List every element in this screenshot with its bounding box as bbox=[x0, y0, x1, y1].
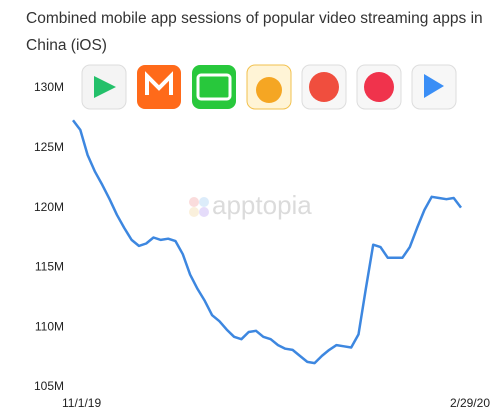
icon-shape bbox=[309, 72, 339, 102]
y-tick-label: 125M bbox=[34, 140, 64, 154]
y-tick-label: 115M bbox=[35, 260, 64, 274]
y-tick-label: 105M bbox=[34, 379, 64, 393]
series-line bbox=[72, 119, 462, 365]
chart-title-line: China (iOS) bbox=[26, 37, 107, 54]
icon-shape bbox=[256, 77, 282, 103]
icon-shape bbox=[94, 76, 116, 98]
app-icons bbox=[81, 64, 457, 110]
chart-title-line: Combined mobile app sessions of popular … bbox=[26, 10, 483, 27]
watermark-text: apptopia bbox=[212, 190, 312, 220]
y-tick-label: 130M bbox=[34, 80, 64, 94]
icon-shape bbox=[196, 73, 232, 101]
watermark-dot bbox=[189, 197, 199, 207]
watermark-dot bbox=[199, 207, 209, 217]
x-tick-label: 2/29/20 bbox=[450, 396, 490, 410]
watermark: apptopia bbox=[189, 190, 312, 220]
x-tick-label: 11/1/19 bbox=[62, 396, 101, 410]
y-tick-label: 110M bbox=[35, 319, 64, 333]
icon-shape bbox=[424, 74, 444, 98]
y-tick-label: 120M bbox=[34, 200, 64, 214]
icon-shape bbox=[145, 71, 173, 95]
icon-shape bbox=[364, 72, 394, 102]
watermark-dot bbox=[199, 197, 209, 207]
watermark-dot bbox=[189, 207, 199, 217]
